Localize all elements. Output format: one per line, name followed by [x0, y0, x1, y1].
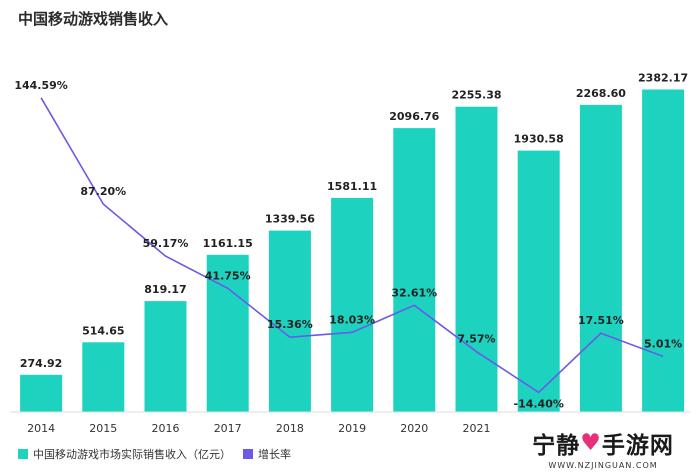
x-tick-label: 2014 — [27, 422, 55, 435]
legend-label-growth: 增长率 — [258, 448, 291, 461]
growth-value-label: 59.17% — [143, 237, 189, 250]
bar-value-label: 819.17 — [144, 283, 186, 296]
bar-2016 — [144, 301, 187, 412]
legend: 中国移动游戏市场实际销售收入（亿元） 增长率 — [18, 446, 303, 462]
legend-item-growth: 增长率 — [243, 446, 291, 462]
x-tick-label: 2016 — [152, 422, 180, 435]
growth-value-label: 32.61% — [391, 286, 437, 299]
bar-value-label: 1930.58 — [514, 133, 564, 146]
labels-layer: 274.92 514.65 819.17 1161.15 1339.56 1581.11 2… — [14, 72, 688, 411]
bar-value-label: 1581.11 — [327, 180, 377, 193]
growth-value-label: 7.57% — [457, 333, 495, 346]
bar-value-label: 2268.60 — [576, 87, 626, 100]
growth-line — [40, 97, 664, 394]
bar-2022 — [517, 150, 560, 412]
growth-value-label: 5.01% — [644, 337, 682, 350]
bar-value-label: 1161.15 — [203, 237, 253, 250]
bar-value-label: 1339.56 — [265, 213, 315, 226]
growth-value-label: 41.75% — [205, 269, 251, 282]
legend-label-revenue: 中国移动游戏市场实际销售收入（亿元） — [33, 448, 231, 461]
watermark-logo: 宁静 ♥ 手游网 WWW.NZJINGUAN.COM — [528, 426, 678, 470]
x-tick-label: 2017 — [214, 422, 242, 435]
growth-value-label: -14.40% — [514, 397, 564, 410]
growth-value-label: 15.36% — [267, 318, 313, 331]
legend-swatch-revenue — [18, 449, 28, 459]
growth-value-label: 87.20% — [80, 185, 126, 198]
x-tick-label: 2019 — [338, 422, 366, 435]
bar-2021 — [455, 106, 498, 412]
growth-value-label: 144.59% — [14, 79, 67, 92]
watermark-heart-icon: ♥ — [580, 430, 602, 456]
bar-2019 — [331, 197, 374, 412]
chart-title: 中国移动游戏销售收入 — [18, 10, 169, 28]
bar-2020 — [393, 128, 436, 412]
bar-value-label: 2096.76 — [389, 110, 439, 123]
x-tick-label: 2020 — [400, 422, 428, 435]
x-tick-label: 2021 — [463, 422, 491, 435]
watermark-brand-a: 宁静 — [532, 433, 581, 459]
watermark-brand-b: 手游网 — [601, 433, 674, 459]
bar-2015 — [82, 342, 125, 412]
growth-value-label: 17.51% — [578, 314, 624, 327]
bar-value-label: 2255.38 — [451, 89, 501, 102]
x-tick-label: 2015 — [89, 422, 117, 435]
bar-2018 — [268, 230, 311, 412]
legend-item-revenue: 中国移动游戏市场实际销售收入（亿元） — [18, 446, 231, 462]
bar-2024 — [642, 89, 685, 412]
legend-swatch-growth — [243, 449, 253, 459]
bar-value-label: 514.65 — [82, 324, 124, 337]
watermark-brand: 宁静 ♥ 手游网 — [528, 426, 678, 460]
bar-2023 — [579, 104, 622, 413]
bar-value-label: 274.92 — [20, 357, 62, 370]
growth-value-label: 18.03% — [329, 313, 375, 326]
bar-2014 — [20, 374, 63, 412]
watermark-domain: WWW.NZJINGUAN.COM — [548, 461, 658, 470]
x-tick-labels: 2014 2015 2016 2017 2018 2019 2020 2021 — [27, 422, 490, 435]
growth-line-layer — [40, 97, 664, 394]
bar-value-label: 2382.17 — [638, 72, 688, 85]
x-tick-label: 2018 — [276, 422, 304, 435]
bars-layer — [20, 89, 685, 413]
